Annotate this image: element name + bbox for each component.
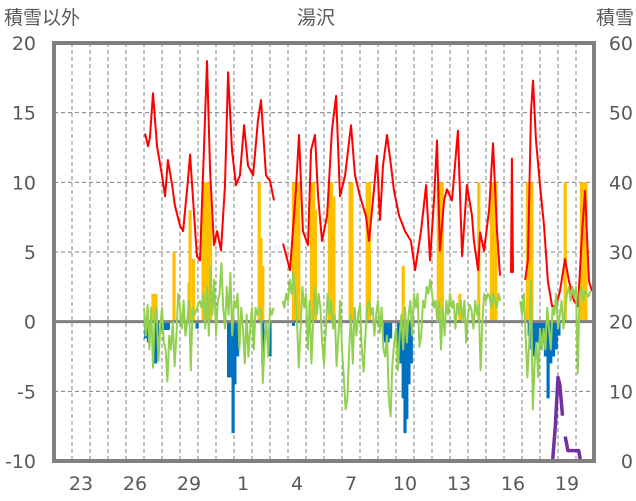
blue-bar xyxy=(233,321,237,385)
right-y-tick-label: 30 xyxy=(609,242,633,264)
blue-bar xyxy=(554,321,558,350)
blue-bar xyxy=(535,321,539,343)
yellow-bar xyxy=(401,265,405,322)
yellow-bar xyxy=(327,182,331,322)
right-axis-title: 積雪 xyxy=(596,7,634,29)
blue-bar xyxy=(401,321,405,399)
yellow-bar xyxy=(365,182,369,322)
blue-bar xyxy=(236,321,240,357)
x-tick-label: 4 xyxy=(291,473,303,495)
yellow-bar xyxy=(203,182,207,322)
blue-bar xyxy=(546,321,550,399)
yellow-bar xyxy=(151,293,155,322)
yellow-bar xyxy=(209,196,213,322)
x-tick-label: 13 xyxy=(447,473,471,495)
yellow-bar xyxy=(291,182,295,322)
x-tick-label: 29 xyxy=(177,473,201,495)
yellow-bar xyxy=(293,182,297,322)
yellow-bar xyxy=(257,182,261,322)
x-tick-label: 10 xyxy=(393,473,417,495)
right-y-tick-label: 40 xyxy=(609,172,633,194)
yellow-bar xyxy=(440,182,444,322)
left-y-tick-label: 15 xyxy=(12,103,36,125)
blue-bar xyxy=(407,321,411,385)
yellow-bar xyxy=(259,238,263,322)
right-y-tick-label: 20 xyxy=(609,312,633,334)
yellow-bar xyxy=(191,258,196,322)
blue-bar xyxy=(227,321,231,378)
yellow-bar xyxy=(207,182,211,322)
yellow-bar xyxy=(309,182,313,322)
x-tick-label: 23 xyxy=(69,473,93,495)
yellow-bar xyxy=(491,182,496,322)
yellow-bar xyxy=(261,265,265,322)
yellow-bar xyxy=(436,182,440,322)
blue-bar xyxy=(399,321,403,364)
yellow-bar xyxy=(313,210,317,322)
yellow-bar xyxy=(494,182,498,322)
blue-bar xyxy=(229,321,233,378)
yellow-bar xyxy=(172,252,176,322)
yellow-bar xyxy=(188,210,192,322)
left-y-tick-label: 5 xyxy=(24,242,36,264)
blue-bar xyxy=(195,321,199,329)
x-tick-label: 7 xyxy=(345,473,357,495)
blue-bar xyxy=(405,321,409,420)
yellow-bar xyxy=(201,182,205,322)
yellow-bar xyxy=(311,182,316,322)
left-y-tick-label: -5 xyxy=(17,381,36,403)
x-tick-label: 19 xyxy=(555,473,579,495)
blue-bar xyxy=(164,321,168,331)
blue-bar xyxy=(154,321,158,364)
chart-title: 湯沢 xyxy=(297,7,335,29)
green-line xyxy=(143,262,592,418)
yellow-bar xyxy=(489,182,493,322)
blue-bar xyxy=(403,321,407,434)
blue-bar xyxy=(231,321,235,434)
blue-bar xyxy=(533,321,537,357)
left-y-tick-label: 0 xyxy=(24,312,36,334)
yellow-bar xyxy=(581,182,586,322)
x-tick-label: 26 xyxy=(123,473,147,495)
yellow-bar xyxy=(527,182,532,322)
yellow-bar xyxy=(295,182,299,322)
yellow-bar xyxy=(563,182,567,322)
yellow-bar xyxy=(205,182,209,322)
x-tick-label: 1 xyxy=(237,473,249,495)
yellow-bar xyxy=(329,182,334,322)
right-y-tick-label: 60 xyxy=(609,33,633,55)
blue-bar xyxy=(551,321,556,357)
left-y-tick-label: -10 xyxy=(5,451,36,473)
blue-bar xyxy=(389,321,393,339)
yellow-bar xyxy=(350,182,354,322)
yellow-bar xyxy=(348,182,352,322)
x-tick-label: 16 xyxy=(501,473,525,495)
right-y-tick-label: 0 xyxy=(621,451,633,473)
yellow-bar xyxy=(332,196,336,322)
yellow-bar xyxy=(438,182,443,322)
left-axis-title: 積雪以外 xyxy=(4,7,80,29)
red-line xyxy=(144,60,593,308)
blue-bar xyxy=(386,321,390,343)
purple-line xyxy=(144,375,594,463)
blue-bar xyxy=(261,321,265,364)
right-y-tick-label: 10 xyxy=(609,381,633,403)
left-y-tick-label: 10 xyxy=(12,172,36,194)
blue-bar xyxy=(268,321,272,357)
yellow-bar xyxy=(367,182,371,322)
right-y-tick-label: 50 xyxy=(609,103,633,125)
blue-bar xyxy=(291,321,295,326)
left-y-tick-label: 20 xyxy=(12,33,36,55)
yellow-bar xyxy=(530,182,534,322)
yellow-bar xyxy=(297,182,301,322)
yellow-bar xyxy=(584,182,588,322)
blue-bar xyxy=(409,321,413,364)
plot-frame xyxy=(52,41,596,463)
blue-bar xyxy=(383,321,387,343)
blue-bar xyxy=(166,321,170,331)
